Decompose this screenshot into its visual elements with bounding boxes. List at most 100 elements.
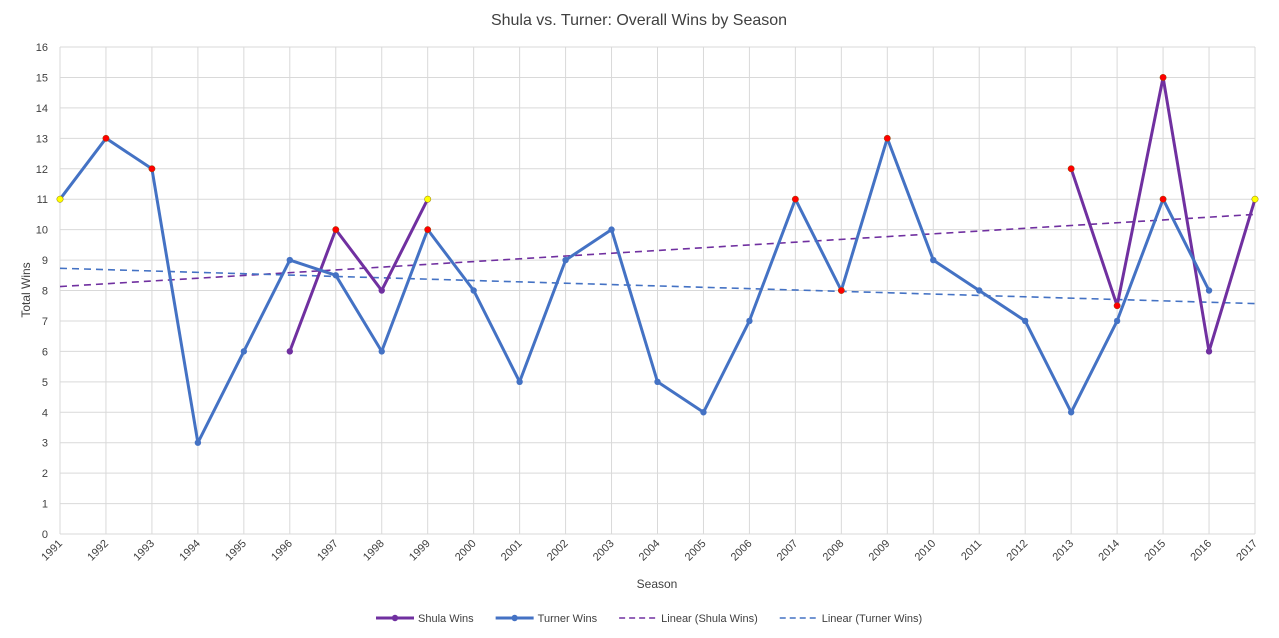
data-point — [240, 348, 248, 355]
trendlines — [59, 213, 1256, 305]
x-tick-label: 1997 — [315, 538, 341, 564]
x-tick-label: 2012 — [1005, 538, 1031, 564]
data-point — [194, 439, 202, 446]
y-tick-label: 11 — [37, 194, 48, 206]
x-tick-label: 2009 — [867, 538, 893, 564]
y-tick-label: 0 — [42, 529, 48, 541]
series-line-0 — [288, 75, 1257, 353]
y-tick-label: 13 — [36, 133, 48, 145]
x-tick-label: 2006 — [729, 538, 755, 564]
highlight-point — [102, 134, 110, 142]
data-point — [1113, 317, 1121, 325]
highlight-point — [883, 134, 891, 142]
highlight-point — [791, 195, 799, 203]
highlight-point — [56, 195, 64, 203]
data-point — [562, 256, 569, 264]
y-tick-label: 8 — [42, 286, 48, 298]
x-tick-label: 2016 — [1188, 538, 1214, 564]
x-tick-label: 1996 — [269, 538, 295, 564]
legend: Shula Wins Turner Wins Linear (Shula Wins)… — [376, 613, 922, 625]
legend-item-1: Turner Wins — [495, 613, 598, 625]
data-point — [654, 378, 661, 386]
series-line-1 — [58, 136, 1211, 445]
data-point — [930, 256, 937, 264]
trendline-3 — [59, 267, 1256, 305]
x-axis-label: Season — [637, 577, 678, 591]
x-tick-label: 2007 — [775, 538, 801, 564]
x-axis-ticks: 1991 1992 1993 1994 1995 1996 1997 1998 1999 2000… — [39, 538, 1260, 564]
data-point — [700, 409, 707, 416]
highlight-point — [837, 287, 845, 294]
data-point — [1021, 317, 1029, 325]
y-tick-label: 6 — [42, 346, 48, 358]
legend-label: Linear (Turner Wins) — [822, 613, 922, 625]
x-tick-label: 2008 — [821, 538, 847, 564]
x-tick-label: 2002 — [545, 538, 571, 564]
highlight-point — [1113, 302, 1121, 310]
legend-label: Turner Wins — [538, 613, 598, 625]
legend-item-0: Shula Wins — [376, 613, 474, 625]
legend-label: Shula Wins — [418, 613, 474, 625]
data-point — [608, 226, 615, 233]
data-point — [378, 348, 385, 355]
y-tick-label: 5 — [42, 377, 48, 389]
x-tick-label: 1999 — [407, 538, 433, 564]
x-tick-label: 1994 — [177, 538, 203, 564]
legend-item-2: Linear (Shula Wins) — [619, 613, 758, 625]
highlight-point — [1067, 165, 1075, 173]
x-tick-label: 1991 — [39, 538, 65, 564]
gridlines — [59, 46, 1256, 535]
chart-title: Shula vs. Turner: Overall Wins by Season — [491, 12, 787, 29]
data-point — [332, 272, 339, 279]
legend-marker — [391, 614, 399, 622]
y-tick-label: 2 — [42, 468, 48, 480]
x-tick-label: 1992 — [85, 538, 111, 564]
legend-item-3: Linear (Turner Wins) — [779, 613, 922, 625]
highlight-point — [1159, 74, 1167, 81]
data-point — [470, 287, 477, 294]
y-tick-label: 12 — [36, 164, 48, 176]
y-tick-label: 9 — [42, 255, 48, 267]
x-tick-label: 1993 — [131, 538, 157, 564]
x-tick-label: 2010 — [913, 538, 939, 564]
highlight-point — [332, 226, 340, 234]
data-point — [378, 287, 385, 294]
data-point — [1067, 409, 1075, 416]
highlight-point — [1251, 195, 1259, 203]
y-tick-label: 10 — [36, 225, 48, 237]
x-tick-label: 2004 — [637, 538, 663, 564]
y-tick-label: 15 — [36, 72, 48, 84]
y-tick-label: 7 — [42, 316, 48, 328]
x-tick-label: 2005 — [683, 538, 709, 564]
x-tick-label: 2011 — [959, 538, 984, 563]
data-point — [516, 378, 523, 386]
y-tick-label: 16 — [36, 42, 48, 54]
y-tick-label: 1 — [42, 499, 48, 511]
y-axis-label: Total Wins — [19, 262, 33, 317]
trendline-2 — [59, 213, 1256, 288]
data-markers — [56, 74, 1259, 446]
data-point — [746, 317, 753, 325]
x-tick-label: 1995 — [223, 538, 249, 564]
x-tick-label: 2017 — [1234, 538, 1260, 564]
legend-marker — [511, 614, 518, 622]
x-tick-label: 2003 — [591, 538, 617, 564]
highlight-point — [424, 195, 432, 203]
x-tick-label: 1998 — [361, 538, 387, 564]
highlight-point — [148, 165, 156, 173]
x-tick-label: 2000 — [453, 538, 479, 564]
x-tick-label: 2015 — [1142, 538, 1168, 564]
x-tick-label: 2001 — [499, 538, 525, 564]
data-point — [286, 256, 294, 264]
y-tick-label: 4 — [42, 407, 48, 419]
x-tick-label: 2014 — [1096, 538, 1122, 564]
data-point — [976, 287, 983, 294]
data-point — [286, 348, 294, 355]
x-tick-label: 2013 — [1050, 538, 1076, 564]
data-point — [1205, 287, 1213, 294]
highlight-point — [1159, 195, 1167, 203]
data-point — [1205, 348, 1213, 355]
y-tick-label: 3 — [42, 438, 48, 450]
